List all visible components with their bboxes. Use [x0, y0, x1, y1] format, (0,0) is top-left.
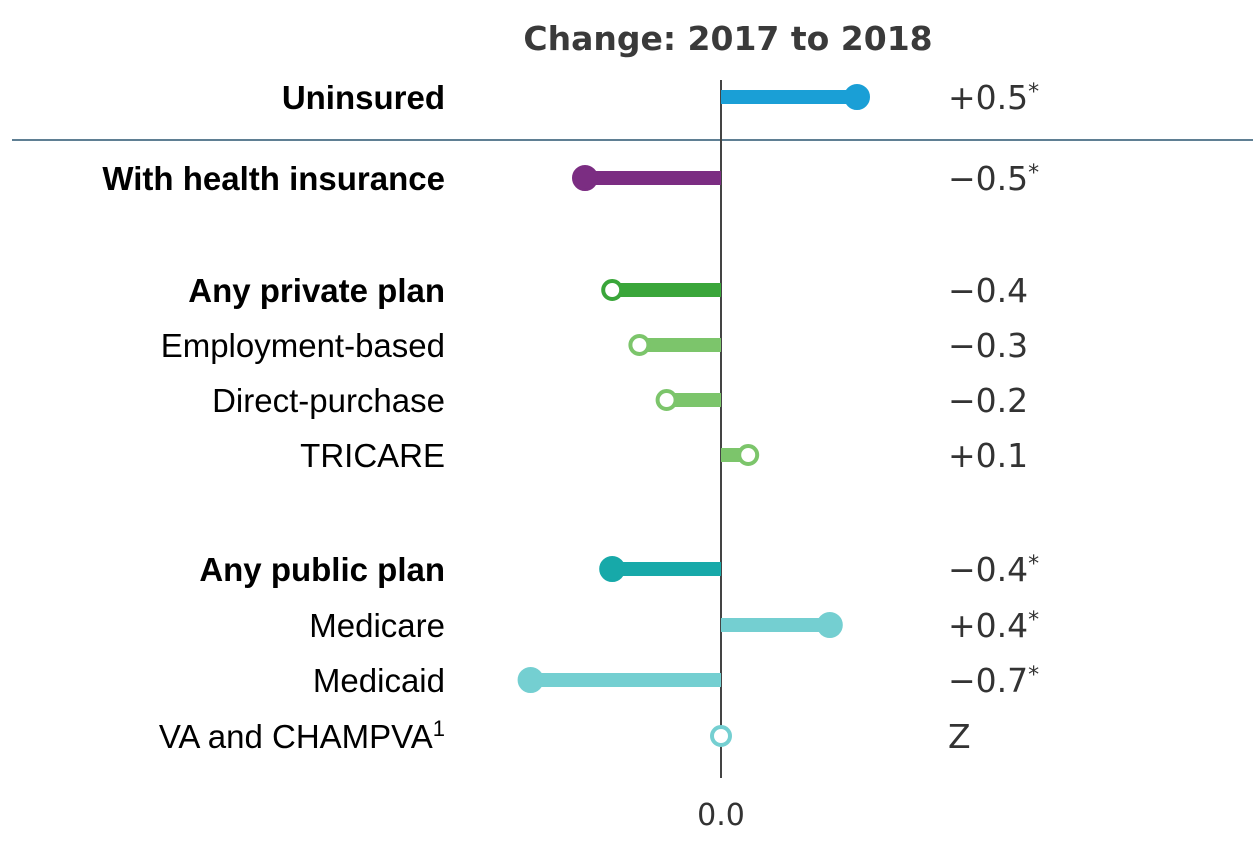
row-label-any-public-plan: Any public plan — [199, 551, 445, 588]
value-label-va-and-champva: Z — [948, 717, 971, 756]
lollipop-dot-va-and-champva — [710, 725, 732, 747]
significance-marker: * — [1028, 663, 1039, 688]
chart-rows: Uninsured +0.5* With health insurance −0.5*… — [102, 78, 1039, 756]
row-label-medicare: Medicare — [309, 607, 445, 644]
value-label-tricare: +0.1 — [948, 436, 1028, 475]
lollipop-dot-medicaid — [517, 667, 544, 693]
significance-marker: * — [1028, 80, 1039, 105]
row-label-superscript: 1 — [433, 716, 445, 741]
row-label-va-and-champva: VA and CHAMPVA1 — [159, 716, 445, 755]
value-label-uninsured: +0.5* — [948, 78, 1039, 117]
lollipop-dot-tricare — [737, 444, 760, 466]
significance-marker: * — [1028, 161, 1039, 186]
x-tick-zero: 0.0 — [697, 798, 745, 833]
value-label-employment-based: −0.3 — [948, 326, 1028, 365]
lollipop-dot-employment-based — [628, 334, 651, 356]
value-label-with-health-insurance: −0.5* — [948, 159, 1039, 198]
chart-title: Change: 2017 to 2018 — [523, 19, 932, 58]
row-label-medicaid: Medicaid — [313, 662, 445, 699]
value-label-any-private-plan: −0.4 — [948, 271, 1028, 310]
lollipop-dot-medicare — [816, 612, 843, 638]
value-label-direct-purchase: −0.2 — [948, 381, 1028, 420]
lollipop-dot-with-health-insurance — [572, 165, 598, 191]
row-label-any-private-plan: Any private plan — [188, 272, 445, 309]
value-label-medicaid: −0.7* — [948, 661, 1039, 700]
row-label-with-health-insurance: With health insurance — [102, 160, 445, 197]
lollipop-dot-any-public-plan — [599, 556, 626, 582]
significance-marker: * — [1028, 552, 1039, 577]
lollipop-dot-direct-purchase — [655, 389, 678, 411]
row-label-tricare: TRICARE — [300, 437, 445, 474]
row-label-direct-purchase: Direct-purchase — [212, 382, 445, 419]
row-label-employment-based: Employment-based — [161, 327, 445, 364]
value-label-medicare: +0.4* — [948, 606, 1039, 645]
row-label-uninsured: Uninsured — [282, 79, 445, 116]
lollipop-dot-uninsured — [844, 84, 870, 110]
lollipop-dot-any-private-plan — [601, 279, 624, 301]
value-label-any-public-plan: −0.4* — [948, 550, 1039, 589]
significance-marker: * — [1028, 608, 1039, 633]
